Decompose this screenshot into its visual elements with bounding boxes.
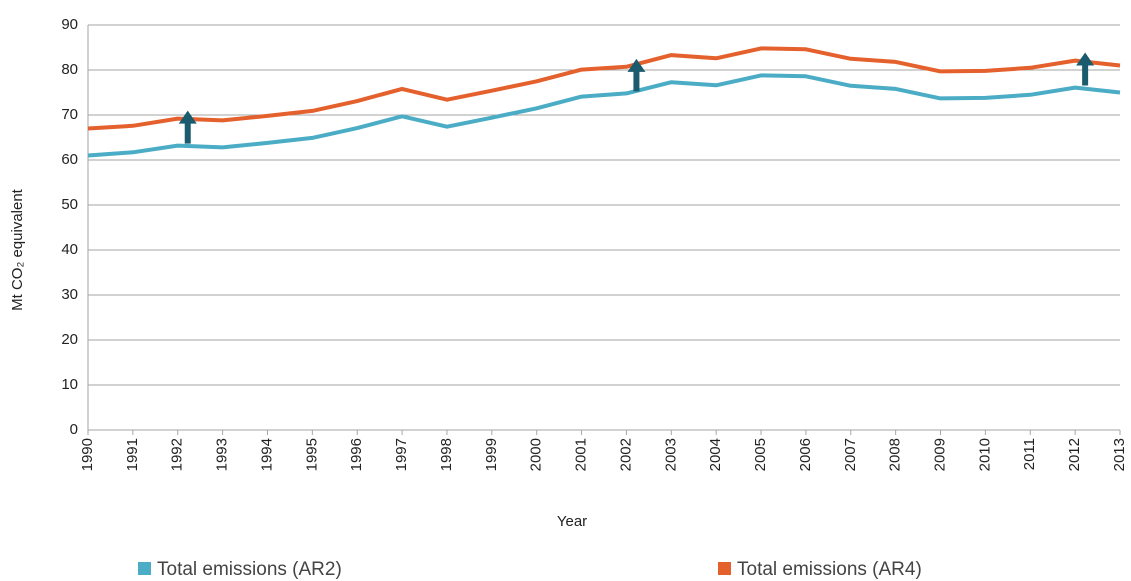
annotation-arrow <box>178 110 197 144</box>
x-tick-label: 1996 <box>348 438 365 471</box>
x-tick-label: 2012 <box>1066 438 1083 471</box>
x-tick-label: 1991 <box>124 438 141 471</box>
y-tick-label: 70 <box>61 106 78 123</box>
x-tick-label: 2006 <box>797 438 814 471</box>
x-tick-label: 2008 <box>887 438 904 471</box>
y-tick-label: 30 <box>61 286 78 303</box>
annotation-arrow <box>1076 52 1095 86</box>
x-tick-label: 2000 <box>528 438 545 471</box>
y-tick-label: 40 <box>61 241 78 258</box>
x-tick-label: 2013 <box>1111 438 1128 471</box>
x-tick-label: 2010 <box>976 438 993 471</box>
series-line <box>87 73 1121 158</box>
x-tick-label: 2011 <box>1021 438 1038 470</box>
x-tick-label: 1993 <box>214 438 231 471</box>
y-tick-label: 60 <box>61 151 78 168</box>
legend-label: Total emissions (AR4) <box>737 559 922 580</box>
x-tick-label: 1998 <box>438 438 455 471</box>
x-tick-label: 1994 <box>258 438 275 471</box>
x-tick-label: 2002 <box>617 438 634 471</box>
y-tick-label: 50 <box>61 196 78 213</box>
x-tick-label: 1990 <box>79 438 96 471</box>
y-tick-label: 10 <box>61 376 78 393</box>
y-tick-label: 80 <box>61 61 78 78</box>
y-axis-title: Mt CO₂ equivalent <box>9 188 26 311</box>
x-tick-label: 1999 <box>483 438 500 471</box>
x-tick-label: 2007 <box>842 438 859 471</box>
x-tick-label: 1997 <box>393 438 410 471</box>
y-tick-label: 20 <box>61 331 78 348</box>
x-axis-title: Year <box>557 513 587 530</box>
legend-label: Total emissions (AR2) <box>157 559 342 580</box>
x-tick-label: 2005 <box>752 438 769 471</box>
x-tick-label: 2009 <box>931 438 948 471</box>
annotation-arrow <box>627 58 646 92</box>
x-tick-label: 1992 <box>169 438 186 471</box>
x-tick-label: 2001 <box>573 438 590 471</box>
legend-swatch <box>138 562 151 575</box>
x-tick-label: 1995 <box>303 438 320 471</box>
x-tick-label: 2003 <box>662 438 679 471</box>
x-tick-label: 2004 <box>707 438 724 471</box>
y-tick-label: 90 <box>61 16 78 33</box>
legend-swatch <box>718 562 731 575</box>
y-tick-label: 0 <box>70 421 78 438</box>
series-line <box>87 46 1121 131</box>
